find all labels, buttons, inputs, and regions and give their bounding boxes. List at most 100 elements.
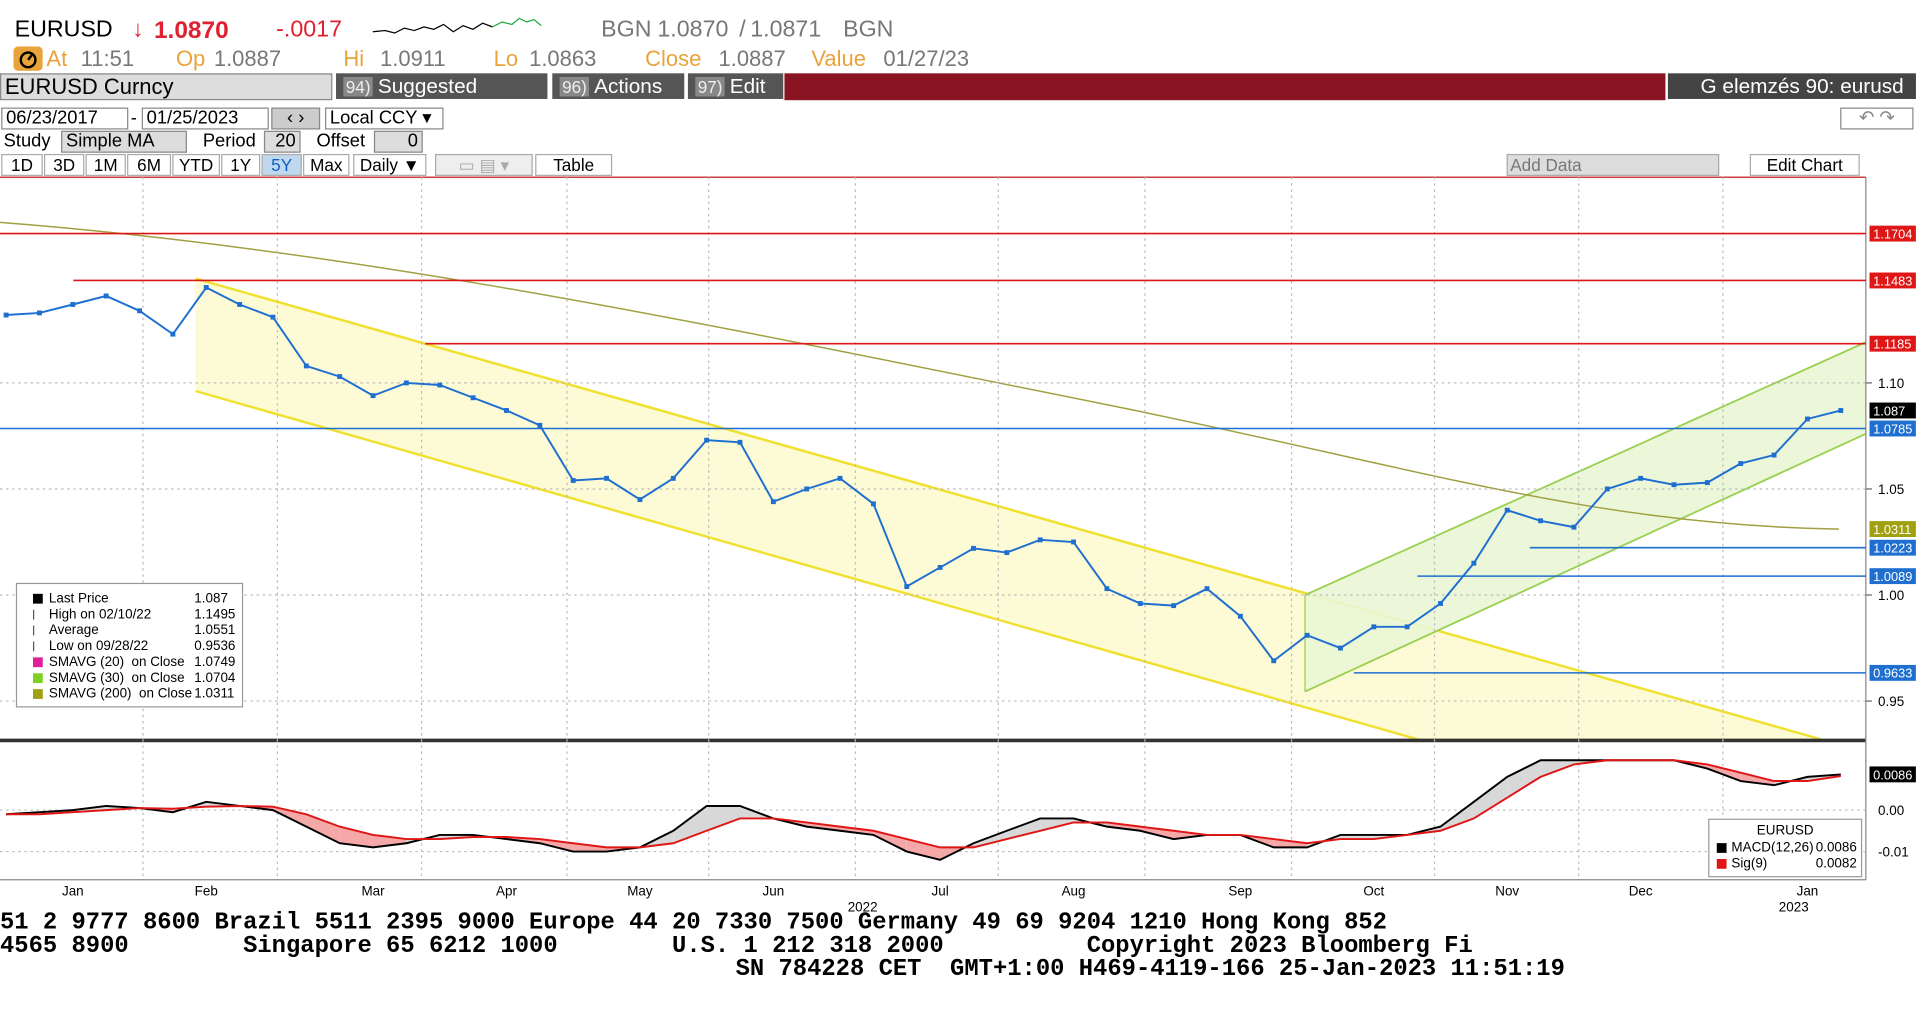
level-tag (1869, 539, 1916, 556)
price-marker (337, 374, 343, 379)
legend-label: Sig(9) (1731, 856, 1768, 872)
menu-button[interactable]: 96) Actions ▾ (552, 73, 685, 125)
legend-label: SMAVG (200) on Close (48, 686, 193, 702)
x-tick-label: Jul (932, 884, 949, 899)
menu-button[interactable]: 94)Suggested Charts (336, 73, 548, 125)
price-marker (670, 475, 676, 481)
y-tick-label: 1.00 (1878, 588, 1904, 603)
table-button[interactable]: Table (535, 153, 613, 176)
range-button[interactable]: 6M (127, 153, 172, 176)
add-data-text: Add Data (1510, 155, 1582, 175)
ask: 1.0871 (750, 17, 822, 43)
macd-fill (973, 830, 1007, 848)
legend-swatch (32, 609, 44, 620)
offset-input[interactable]: 0 (373, 130, 423, 153)
macd-line (6, 759, 1841, 849)
currency-select[interactable]: Local CCY ▾ (325, 107, 444, 130)
level-tag (1869, 420, 1916, 437)
legend-value: 1.087 (194, 591, 228, 607)
range-button[interactable]: 1D (1, 153, 43, 176)
period-text: 20 (275, 130, 296, 152)
start-date[interactable]: 06/23/2017 (1, 107, 129, 130)
offset-label: Offset (316, 130, 366, 152)
range-button[interactable]: YTD (172, 153, 220, 176)
price-marker (604, 475, 609, 481)
price-marker (870, 501, 876, 507)
range-button[interactable]: 5Y (261, 153, 302, 176)
bid: 1.0870 (657, 17, 729, 43)
menu-label: Edit (729, 74, 766, 98)
value-label: Value (811, 46, 866, 71)
price-marker (1071, 539, 1077, 545)
price-marker (1671, 482, 1677, 488)
end-date[interactable]: 01/25/2023 (141, 107, 269, 130)
chart-type[interactable]: ▭ ▤ ▾ (434, 153, 533, 176)
year-label: 2022 (848, 900, 878, 915)
close: 1.0887 (718, 46, 786, 71)
legend-swatch (32, 657, 43, 668)
table-text: Table (553, 155, 595, 175)
range-button[interactable]: Max (303, 153, 350, 176)
security-input[interactable]: EURUSD Curncy (0, 73, 333, 101)
x-tick-label: Jun (763, 884, 785, 899)
edit-chart-button[interactable]: Edit Chart (1749, 153, 1860, 176)
legend-swatch (32, 673, 43, 684)
legend-swatch (1716, 843, 1727, 853)
start-date-text: 06/23/2017 (6, 107, 98, 129)
price-marker (103, 293, 109, 299)
sparkline (372, 17, 542, 34)
menu-number: 97) (695, 76, 725, 97)
open: 1.0887 (213, 46, 282, 71)
study-select[interactable]: Simple MA (61, 130, 187, 153)
price-marker (1404, 624, 1410, 630)
price-marker (237, 301, 243, 307)
range-button[interactable]: 1Y (221, 153, 261, 176)
up-channel (1304, 342, 1866, 692)
price-marker (470, 395, 476, 401)
price-marker (1804, 416, 1810, 422)
legend-swatch (32, 641, 44, 652)
x-tick-label: Aug (1062, 884, 1086, 899)
legend-value: 0.9536 (194, 639, 236, 654)
channel-line (195, 389, 1418, 741)
price-marker (1504, 507, 1510, 513)
price-marker (1838, 408, 1844, 413)
add-data-input[interactable]: Add Data (1506, 153, 1720, 176)
y-tick-label: -0.01 (1878, 844, 1909, 859)
price-marker (1104, 586, 1110, 592)
range-button[interactable]: 3D (43, 153, 85, 176)
x-tick-label: Mar (361, 884, 385, 899)
price-marker (370, 393, 376, 399)
plot-area (0, 177, 1866, 740)
y-tick-label: 1.05 (1878, 482, 1904, 497)
legend-value: 0.0082 (1815, 856, 1857, 872)
level-label: 1.1185 (1873, 337, 1911, 352)
macd-fill (1340, 834, 1374, 840)
x-tick-label: May (627, 884, 653, 899)
frequency-select[interactable]: Daily ▼ (353, 153, 427, 176)
undo-redo[interactable]: ↶ ↷ (1840, 107, 1914, 130)
launchpad-label: G elemzés 90: eurusd (1667, 73, 1916, 99)
menu-button[interactable]: 97) Edit ▾ (687, 73, 784, 125)
x-tick-label: Feb (195, 884, 218, 899)
price-marker (1137, 601, 1143, 606)
price-marker (937, 565, 943, 570)
price-marker (1604, 486, 1610, 492)
price-marker (1304, 632, 1310, 638)
price-line (6, 286, 1842, 663)
range-button[interactable]: 1M (85, 153, 126, 176)
period-input[interactable]: 20 (263, 130, 301, 153)
legend-label: Last Price (48, 591, 109, 607)
macd-fill (1106, 822, 1141, 831)
date-nav[interactable]: ‹ › (271, 107, 321, 130)
at-label: At (46, 46, 68, 71)
last-price: 1.0870 (153, 17, 229, 44)
macd-fill (539, 839, 574, 852)
macd-fill (840, 826, 874, 835)
macd-fill (306, 814, 340, 844)
level-tag (1869, 568, 1916, 585)
level-label: 1.087 (1873, 403, 1905, 418)
currency-text: Local CCY (329, 107, 418, 129)
macd-fill (1006, 818, 1041, 840)
price-marker (1337, 645, 1343, 651)
